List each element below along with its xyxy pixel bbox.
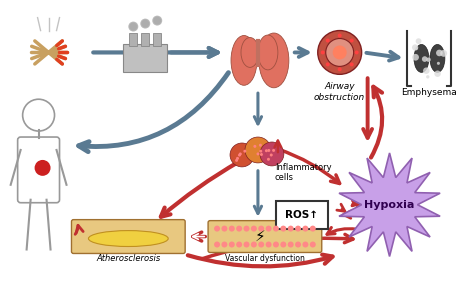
- Circle shape: [318, 31, 362, 74]
- Circle shape: [273, 242, 279, 247]
- Circle shape: [246, 157, 249, 160]
- Circle shape: [355, 51, 359, 54]
- Circle shape: [129, 23, 137, 31]
- Text: Airway
obstruction: Airway obstruction: [314, 82, 365, 102]
- FancyBboxPatch shape: [276, 201, 328, 229]
- Circle shape: [229, 226, 235, 231]
- Circle shape: [276, 149, 279, 152]
- FancyBboxPatch shape: [72, 220, 185, 253]
- Circle shape: [244, 242, 249, 247]
- Circle shape: [326, 62, 330, 66]
- Polygon shape: [339, 153, 440, 256]
- Circle shape: [255, 148, 258, 151]
- Circle shape: [153, 17, 161, 25]
- Text: Hypoxia: Hypoxia: [365, 200, 415, 210]
- Circle shape: [429, 51, 435, 58]
- Circle shape: [270, 156, 273, 159]
- Circle shape: [425, 36, 430, 42]
- Circle shape: [295, 226, 301, 231]
- Circle shape: [140, 18, 150, 29]
- Circle shape: [424, 41, 429, 46]
- FancyBboxPatch shape: [123, 45, 167, 72]
- FancyBboxPatch shape: [153, 33, 161, 47]
- Circle shape: [280, 242, 286, 247]
- Circle shape: [295, 242, 301, 247]
- Circle shape: [229, 242, 235, 247]
- Circle shape: [288, 242, 294, 247]
- Text: Vascular dysfunction: Vascular dysfunction: [225, 255, 305, 264]
- Circle shape: [333, 45, 346, 60]
- Circle shape: [419, 70, 426, 76]
- Circle shape: [419, 49, 423, 53]
- Circle shape: [221, 242, 228, 247]
- Circle shape: [236, 226, 242, 231]
- Circle shape: [152, 16, 162, 25]
- Circle shape: [141, 20, 149, 27]
- Circle shape: [414, 45, 420, 51]
- Circle shape: [241, 158, 244, 161]
- Circle shape: [251, 242, 257, 247]
- Circle shape: [273, 226, 279, 231]
- Circle shape: [258, 226, 264, 231]
- Circle shape: [271, 155, 274, 158]
- Circle shape: [321, 51, 325, 54]
- Circle shape: [337, 34, 342, 38]
- Circle shape: [265, 226, 272, 231]
- Circle shape: [221, 226, 228, 231]
- FancyBboxPatch shape: [141, 33, 149, 47]
- Ellipse shape: [259, 33, 289, 88]
- Circle shape: [350, 38, 354, 42]
- Text: Inflammatory
cells: Inflammatory cells: [275, 163, 331, 182]
- Circle shape: [253, 154, 256, 158]
- Circle shape: [251, 226, 257, 231]
- Circle shape: [432, 74, 438, 80]
- Circle shape: [214, 242, 220, 247]
- Circle shape: [426, 44, 432, 50]
- Circle shape: [416, 38, 419, 42]
- Circle shape: [250, 144, 253, 148]
- FancyBboxPatch shape: [208, 221, 322, 253]
- Circle shape: [260, 142, 284, 166]
- Circle shape: [262, 149, 265, 152]
- Circle shape: [326, 38, 330, 42]
- Circle shape: [35, 160, 51, 176]
- Circle shape: [270, 147, 273, 150]
- Circle shape: [230, 143, 254, 167]
- Circle shape: [310, 242, 316, 247]
- Ellipse shape: [258, 35, 278, 70]
- Circle shape: [257, 151, 260, 154]
- Circle shape: [288, 226, 294, 231]
- Circle shape: [280, 226, 286, 231]
- Circle shape: [236, 153, 239, 156]
- Circle shape: [350, 62, 354, 66]
- Circle shape: [326, 38, 354, 66]
- Circle shape: [302, 226, 309, 231]
- Circle shape: [214, 226, 220, 231]
- Circle shape: [434, 54, 440, 61]
- Circle shape: [337, 67, 342, 71]
- Circle shape: [310, 226, 316, 231]
- Circle shape: [258, 242, 264, 247]
- Ellipse shape: [241, 38, 259, 67]
- Circle shape: [424, 47, 431, 54]
- Circle shape: [265, 242, 272, 247]
- Circle shape: [244, 226, 249, 231]
- Circle shape: [236, 242, 242, 247]
- Text: Atherosclerosis: Atherosclerosis: [96, 255, 160, 264]
- Text: ROS↑: ROS↑: [285, 210, 319, 220]
- Circle shape: [128, 22, 138, 32]
- Circle shape: [415, 72, 422, 78]
- Circle shape: [235, 152, 237, 155]
- Text: Emphysema: Emphysema: [401, 88, 457, 97]
- Ellipse shape: [231, 36, 257, 85]
- Circle shape: [245, 137, 271, 163]
- Circle shape: [302, 242, 309, 247]
- Ellipse shape: [414, 45, 429, 72]
- Circle shape: [268, 152, 272, 155]
- Ellipse shape: [430, 45, 445, 72]
- Text: ⚡: ⚡: [255, 229, 265, 244]
- FancyBboxPatch shape: [129, 33, 137, 47]
- Ellipse shape: [89, 231, 168, 247]
- Circle shape: [246, 150, 249, 153]
